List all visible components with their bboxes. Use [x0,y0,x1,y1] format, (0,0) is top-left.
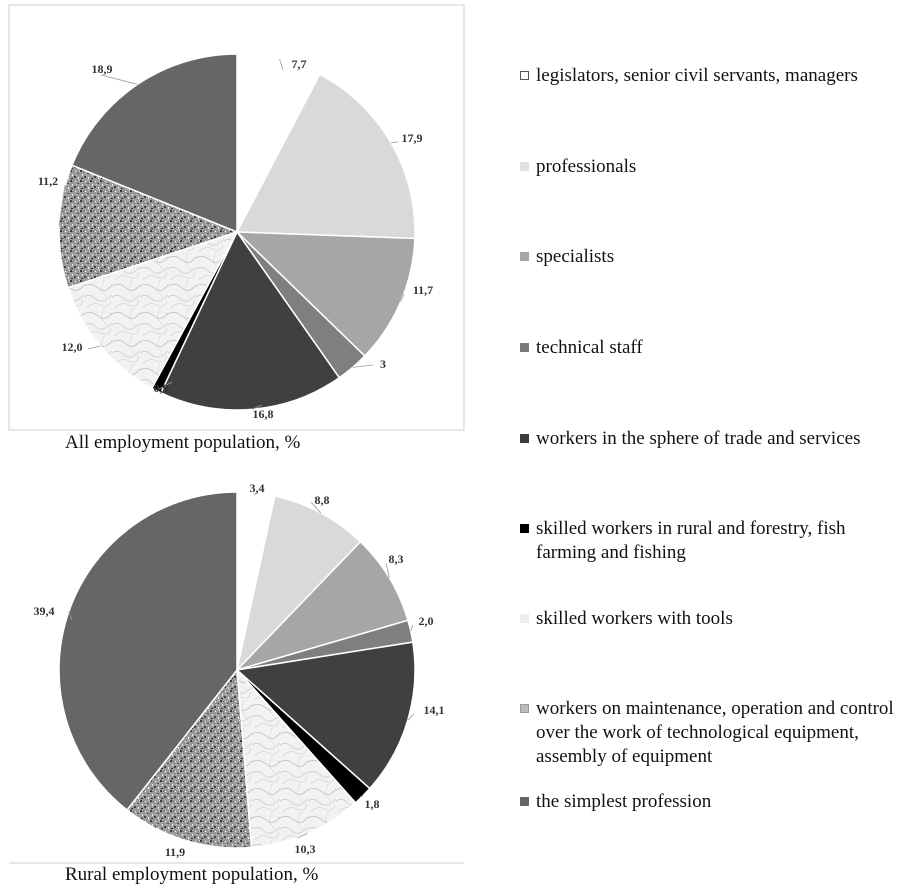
legend-swatch [520,71,529,80]
pie-slice [67,230,239,390]
legend-swatch [520,704,529,713]
data-label: 8,3 [389,552,404,566]
pie-labels-all: 7,7 17,9 11,7 3 16,8 0,9 12,0 11,2 18,9 [38,57,433,421]
legend-item: the simplest profession [520,790,920,814]
leader-line [279,59,284,71]
chart-caption-all: All employment population, % [65,432,301,453]
legend-item: workers in the sphere of trade and servi… [520,427,920,451]
leader-line [410,624,414,632]
legend-label: professionals [536,156,637,177]
legend-label: specialists [536,246,615,267]
pie-slice [235,641,416,790]
leader-line [296,833,308,839]
leader-line [407,713,415,721]
legend-item: workers on maintenance, operation and co… [520,697,920,769]
data-label: 39,4 [34,604,55,618]
data-label: 3,4 [250,481,265,495]
legend-label: skilled workers with tools [536,608,733,629]
data-label: 14,1 [424,703,445,717]
leader-line [352,364,374,368]
pie-chart-all [58,53,416,411]
leader-line [100,74,138,85]
legend-swatch [520,434,529,443]
data-label: 3 [380,357,386,371]
data-label: 7,7 [292,57,307,71]
pie-slice [235,73,416,240]
leader-line [87,345,101,350]
pie-chart-rural [58,491,416,849]
legend-label: legislators, senior civil servants, mana… [536,65,858,86]
pie-labels-rural: 3,4 8,8 8,3 2,0 14,1 1,8 10,3 11,9 39,4 [34,481,445,859]
legend-label: workers in the sphere of trade and servi… [536,428,861,449]
legend-label: skilled workers in rural and forestry, f… [536,518,846,563]
data-label: 1,8 [365,797,380,811]
legend-swatch [520,797,529,806]
legend-item: skilled workers in rural and forestry, f… [520,517,880,565]
pie-slice [58,164,240,289]
pie-slice [71,53,238,234]
data-label: 18,9 [92,62,113,76]
legend-item: professionals [520,155,920,179]
legend-item: technical staff [520,336,920,360]
leader-line [310,501,322,514]
data-label: 11,9 [165,845,185,859]
leader-line [400,293,405,303]
legend-item: legislators, senior civil servants, mana… [520,64,920,88]
data-label: 12,0 [62,340,83,354]
leader-line [253,492,257,496]
legend-label: the simplest profession [536,791,712,812]
legend-swatch [520,162,529,171]
legend-swatch [520,252,529,261]
data-label: 0,9 [154,381,169,395]
legend-swatch [520,524,529,533]
data-label: 8,8 [315,493,330,507]
leader-line [251,404,263,410]
leader-line [390,141,399,144]
data-label: 16,8 [253,407,274,421]
data-label: 10,3 [295,842,316,856]
data-label: 17,9 [402,131,423,145]
leader-line [359,795,364,798]
chart-1-frame [8,4,465,431]
data-label: 11,2 [38,174,58,188]
leader-line [385,562,390,579]
legend-item: skilled workers with tools [520,607,920,631]
legend-swatch [520,343,529,352]
legend-item: specialists [520,245,920,269]
data-label: 11,7 [413,283,433,297]
leader-line [68,611,73,621]
leader-line [156,381,173,391]
data-label: 2,0 [419,614,434,628]
legend-label: technical staff [536,337,643,358]
legend-label: workers on maintenance, operation and co… [536,698,894,767]
legend-swatch [520,614,529,623]
chart-caption-rural: Rural employment population, % [65,864,319,885]
leader-line [58,184,66,227]
